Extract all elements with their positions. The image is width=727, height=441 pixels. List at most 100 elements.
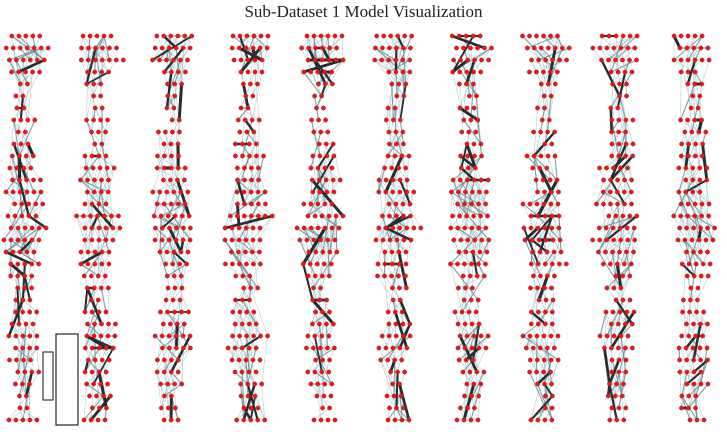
weak-edge [241, 323, 257, 349]
weak-edge [393, 395, 404, 409]
graph-node [699, 57, 705, 63]
graph-node [465, 57, 470, 63]
graph-node [232, 345, 238, 351]
mid-edge [245, 359, 249, 397]
strong-edge [175, 178, 191, 218]
graph-node [262, 189, 268, 195]
graph-node [610, 225, 616, 231]
graph-node [187, 333, 193, 339]
weak-edge [261, 383, 265, 421]
graph-node [327, 357, 332, 363]
mid-edge [335, 215, 338, 253]
graph-node [87, 33, 93, 39]
graph-node [85, 261, 91, 267]
weak-edge [94, 323, 114, 349]
graph-node [27, 57, 33, 63]
graph-node [308, 165, 314, 171]
mid-edge [543, 35, 556, 49]
graph-node [109, 213, 114, 219]
graph-node [483, 225, 489, 231]
weak-edge [80, 251, 88, 289]
mid-edge [18, 119, 36, 157]
graph-node [472, 153, 477, 159]
weak-edge [80, 227, 93, 265]
graph-node [450, 69, 456, 75]
graph-node [484, 189, 489, 195]
weak-edge [307, 359, 330, 373]
graph-node [552, 45, 558, 51]
graph-node [255, 417, 261, 423]
mid-edge [103, 35, 110, 61]
graph-node [623, 129, 628, 135]
weak-edge [545, 359, 559, 397]
weak-edge [100, 59, 103, 97]
mid-edge [3, 203, 30, 241]
graph-node [259, 381, 265, 387]
graph-node [241, 405, 247, 411]
graph-node [705, 225, 710, 231]
graph-node [153, 225, 158, 231]
graph-node [313, 249, 319, 255]
graph-node [34, 417, 40, 423]
graph-node [677, 369, 683, 375]
strong-edge [243, 118, 256, 134]
graph-node [187, 45, 193, 51]
graph-node [179, 81, 184, 87]
mid-edge [475, 95, 479, 121]
graph-node [92, 321, 97, 327]
graph-node [113, 321, 118, 327]
graph-node [378, 357, 384, 363]
graph-node [451, 237, 457, 243]
mid-edge [100, 287, 107, 313]
mid-edge [84, 347, 100, 373]
graph-node [538, 273, 543, 279]
graph-node [18, 117, 24, 123]
graph-node [313, 45, 318, 51]
graph-node [99, 69, 105, 75]
graph-node [14, 357, 19, 363]
mid-edge [610, 35, 624, 73]
graph-node [407, 321, 413, 327]
graph-node [112, 333, 118, 339]
mid-edge [599, 311, 607, 337]
graph-node [468, 297, 474, 303]
graph-node [401, 237, 407, 243]
weak-edge [23, 59, 25, 109]
weak-edge [692, 95, 695, 121]
weak-edge [232, 263, 261, 313]
graph-node [179, 381, 185, 387]
graph-node [679, 405, 684, 411]
graph-node [397, 177, 403, 183]
graph-node [182, 165, 188, 171]
graph-node [380, 213, 385, 219]
graph-node [608, 105, 614, 111]
strong-edge [608, 358, 621, 386]
weak-edge [545, 359, 552, 397]
strong-edge [543, 383, 554, 397]
graph-node [556, 189, 561, 195]
weak-edge [173, 251, 176, 289]
graph-node [523, 345, 529, 351]
graph-node [222, 237, 228, 243]
graph-node [117, 225, 123, 231]
strong-edge [536, 178, 559, 218]
graph-node [164, 105, 170, 111]
graph-node [239, 141, 245, 147]
graph-node [483, 345, 489, 351]
graph-node [175, 177, 180, 183]
panel-nodes [294, 33, 346, 423]
graph-node [236, 45, 242, 51]
graph-node [464, 105, 470, 111]
mid-edge [86, 383, 104, 397]
graph-node [678, 213, 684, 219]
graph-node [685, 201, 691, 207]
graph-node [34, 57, 40, 63]
graph-node [180, 45, 186, 51]
graph-node [265, 33, 271, 39]
graph-node [305, 273, 311, 279]
weak-edge [680, 71, 682, 121]
graph-node [679, 261, 685, 267]
graph-node [463, 357, 469, 363]
graph-node [542, 141, 548, 147]
graph-node [686, 405, 691, 411]
